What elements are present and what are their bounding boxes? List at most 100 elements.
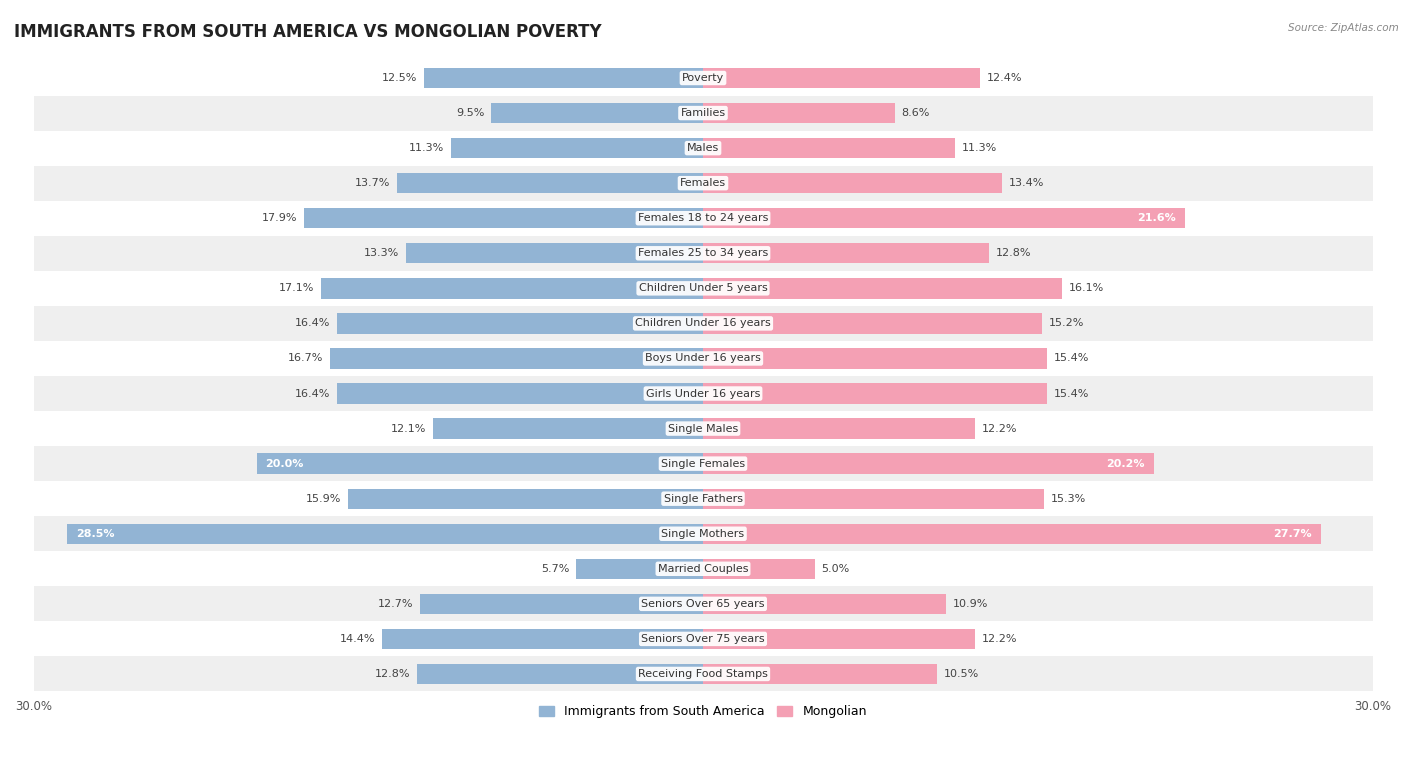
Bar <box>337 313 703 334</box>
Text: 12.5%: 12.5% <box>382 73 418 83</box>
Bar <box>703 103 896 124</box>
Bar <box>34 376 1372 411</box>
Bar <box>703 384 1046 404</box>
Text: 12.8%: 12.8% <box>375 669 411 679</box>
Bar <box>67 524 703 544</box>
Bar <box>349 488 703 509</box>
Text: 12.1%: 12.1% <box>391 424 426 434</box>
Bar <box>491 103 703 124</box>
Bar <box>330 348 703 368</box>
Text: 15.2%: 15.2% <box>1049 318 1084 328</box>
Bar <box>703 348 1046 368</box>
Bar <box>34 411 1372 446</box>
Text: 13.3%: 13.3% <box>364 249 399 258</box>
Text: Single Males: Single Males <box>668 424 738 434</box>
Bar <box>257 453 703 474</box>
Bar <box>703 418 976 439</box>
Bar <box>34 622 1372 656</box>
Bar <box>34 236 1372 271</box>
Text: 5.0%: 5.0% <box>821 564 849 574</box>
Text: Single Mothers: Single Mothers <box>661 529 745 539</box>
Bar <box>703 173 1002 193</box>
Text: 12.8%: 12.8% <box>995 249 1031 258</box>
Text: Poverty: Poverty <box>682 73 724 83</box>
Text: 12.2%: 12.2% <box>981 634 1018 644</box>
Bar <box>381 628 703 649</box>
Text: 11.3%: 11.3% <box>409 143 444 153</box>
Text: 16.4%: 16.4% <box>295 318 330 328</box>
Text: Females 25 to 34 years: Females 25 to 34 years <box>638 249 768 258</box>
Bar <box>703 664 938 684</box>
Bar <box>34 306 1372 341</box>
Text: Boys Under 16 years: Boys Under 16 years <box>645 353 761 363</box>
Text: 8.6%: 8.6% <box>901 108 929 118</box>
Bar <box>419 594 703 614</box>
Bar <box>398 173 703 193</box>
Bar <box>34 551 1372 587</box>
Text: 21.6%: 21.6% <box>1137 213 1175 224</box>
Text: 10.9%: 10.9% <box>953 599 988 609</box>
Bar <box>703 138 955 158</box>
Bar <box>425 68 703 88</box>
Text: 16.7%: 16.7% <box>288 353 323 363</box>
Bar <box>34 271 1372 306</box>
Bar <box>34 61 1372 96</box>
Bar <box>34 481 1372 516</box>
Bar <box>34 446 1372 481</box>
Text: 15.3%: 15.3% <box>1052 493 1087 503</box>
Bar <box>304 208 703 228</box>
Text: 9.5%: 9.5% <box>456 108 484 118</box>
Legend: Immigrants from South America, Mongolian: Immigrants from South America, Mongolian <box>534 700 872 723</box>
Bar <box>576 559 703 579</box>
Text: 13.7%: 13.7% <box>356 178 391 188</box>
Text: Married Couples: Married Couples <box>658 564 748 574</box>
Bar <box>451 138 703 158</box>
Text: Single Fathers: Single Fathers <box>664 493 742 503</box>
Bar <box>34 166 1372 201</box>
Text: 17.9%: 17.9% <box>262 213 297 224</box>
Bar <box>703 628 976 649</box>
Text: 15.4%: 15.4% <box>1053 353 1088 363</box>
Bar <box>703 524 1322 544</box>
Text: 15.4%: 15.4% <box>1053 389 1088 399</box>
Text: 16.4%: 16.4% <box>295 389 330 399</box>
Bar <box>418 664 703 684</box>
Text: Source: ZipAtlas.com: Source: ZipAtlas.com <box>1288 23 1399 33</box>
Text: 12.4%: 12.4% <box>987 73 1022 83</box>
Text: 12.2%: 12.2% <box>981 424 1018 434</box>
Bar <box>34 130 1372 166</box>
Bar <box>433 418 703 439</box>
Text: 20.0%: 20.0% <box>266 459 304 468</box>
Text: 11.3%: 11.3% <box>962 143 997 153</box>
Text: Children Under 16 years: Children Under 16 years <box>636 318 770 328</box>
Bar <box>34 96 1372 130</box>
Text: 5.7%: 5.7% <box>541 564 569 574</box>
Bar <box>703 243 988 264</box>
Bar <box>703 68 980 88</box>
Text: 14.4%: 14.4% <box>339 634 375 644</box>
Text: Seniors Over 65 years: Seniors Over 65 years <box>641 599 765 609</box>
Text: Females 18 to 24 years: Females 18 to 24 years <box>638 213 768 224</box>
Text: 17.1%: 17.1% <box>280 283 315 293</box>
Text: IMMIGRANTS FROM SOUTH AMERICA VS MONGOLIAN POVERTY: IMMIGRANTS FROM SOUTH AMERICA VS MONGOLI… <box>14 23 602 41</box>
Text: 12.7%: 12.7% <box>377 599 413 609</box>
Bar <box>406 243 703 264</box>
Bar <box>34 516 1372 551</box>
Text: Females: Females <box>681 178 725 188</box>
Bar <box>703 488 1045 509</box>
Text: Children Under 5 years: Children Under 5 years <box>638 283 768 293</box>
Bar <box>703 453 1154 474</box>
Bar <box>337 384 703 404</box>
Text: 16.1%: 16.1% <box>1069 283 1104 293</box>
Text: Single Females: Single Females <box>661 459 745 468</box>
Text: 15.9%: 15.9% <box>307 493 342 503</box>
Text: 28.5%: 28.5% <box>76 529 114 539</box>
Bar <box>34 587 1372 622</box>
Text: Girls Under 16 years: Girls Under 16 years <box>645 389 761 399</box>
Text: 13.4%: 13.4% <box>1008 178 1045 188</box>
Bar <box>322 278 703 299</box>
Bar <box>703 208 1185 228</box>
Text: Males: Males <box>688 143 718 153</box>
Text: Seniors Over 75 years: Seniors Over 75 years <box>641 634 765 644</box>
Text: Receiving Food Stamps: Receiving Food Stamps <box>638 669 768 679</box>
